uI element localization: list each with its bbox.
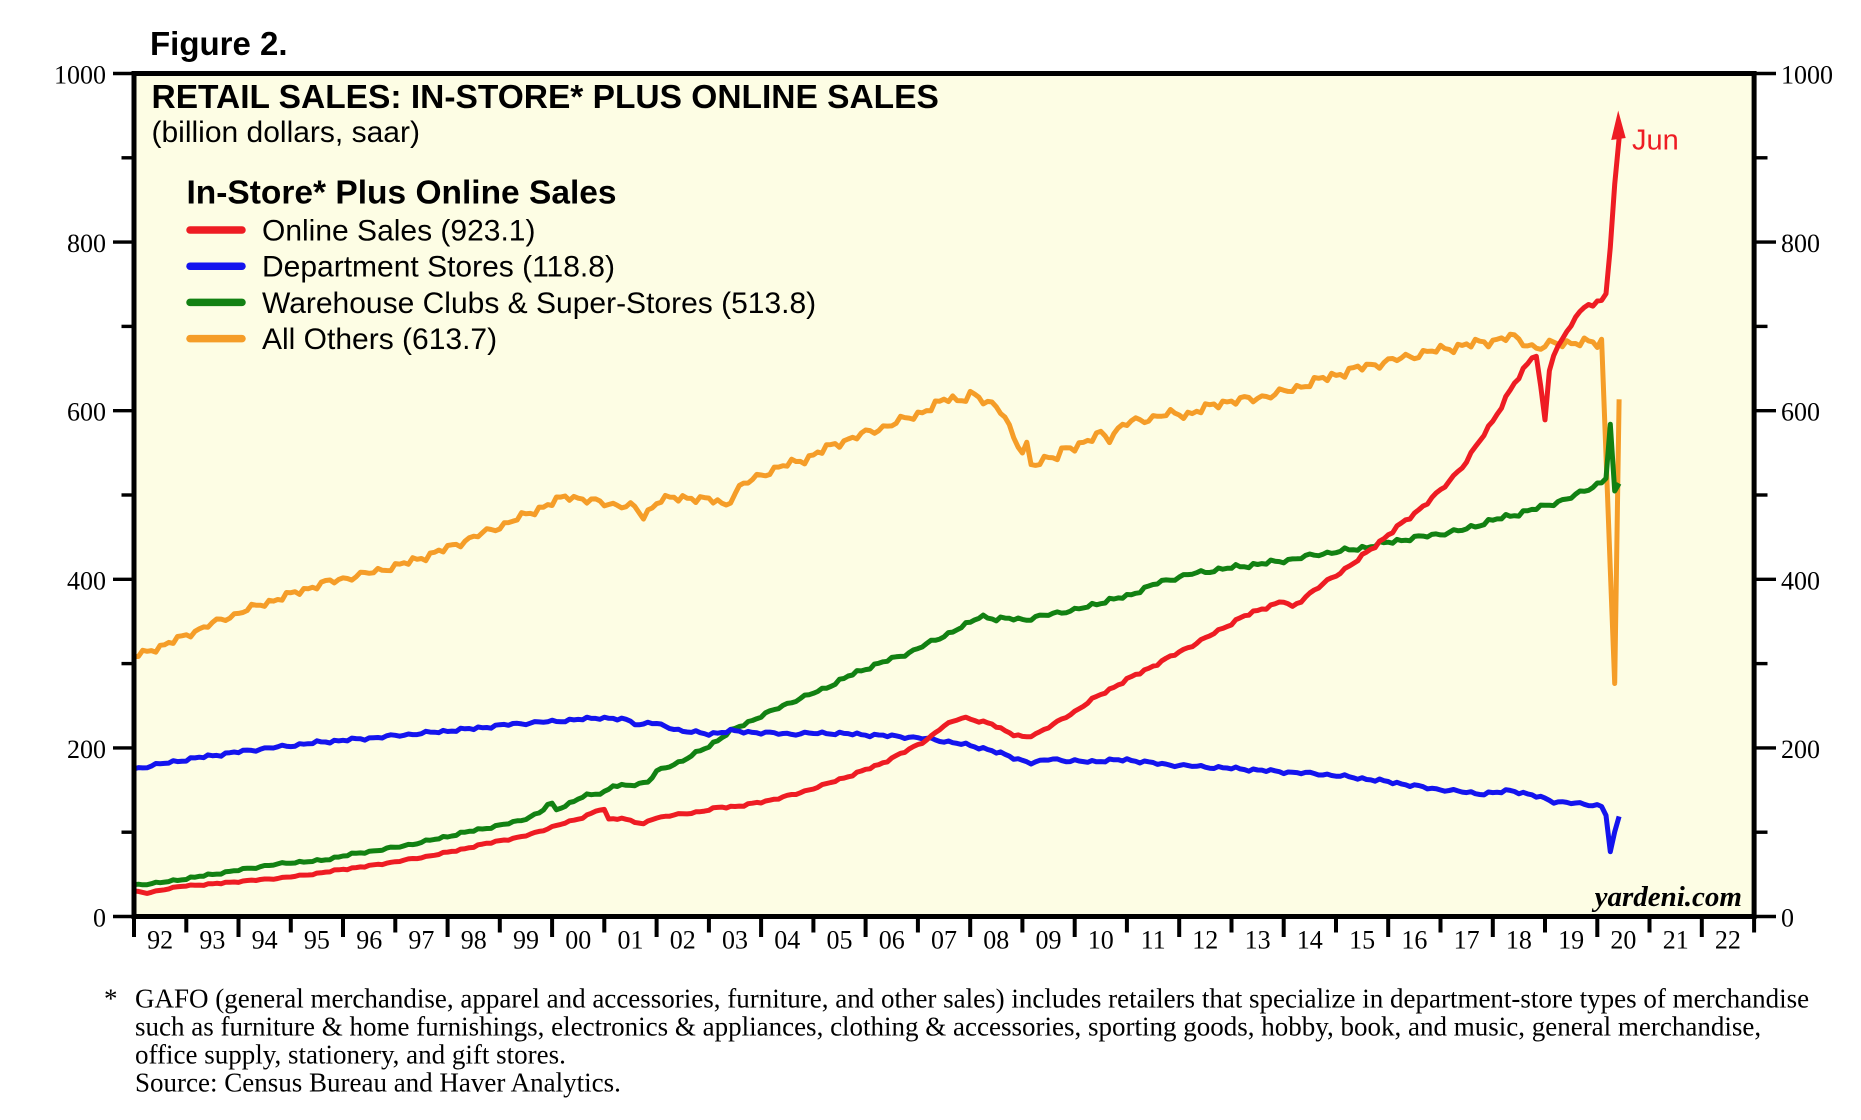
svg-text:99: 99	[513, 926, 539, 955]
svg-text:18: 18	[1506, 926, 1532, 955]
svg-text:All Others (613.7): All Others (613.7)	[262, 323, 497, 356]
svg-text:(billion dollars, saar): (billion dollars, saar)	[152, 116, 420, 149]
svg-text:11: 11	[1141, 926, 1166, 955]
svg-text:13: 13	[1245, 926, 1271, 955]
svg-text:200: 200	[1781, 735, 1820, 764]
svg-text:95: 95	[304, 926, 330, 955]
svg-text:Online Sales (923.1): Online Sales (923.1)	[262, 215, 536, 248]
svg-text:1000: 1000	[1781, 61, 1833, 90]
svg-text:07: 07	[931, 926, 957, 955]
svg-text:21: 21	[1663, 926, 1689, 955]
svg-text:800: 800	[67, 229, 106, 258]
svg-text:office supply, stationery, and: office supply, stationery, and gift stor…	[135, 1039, 566, 1069]
svg-text:1000: 1000	[54, 61, 106, 90]
svg-text:19: 19	[1558, 926, 1584, 955]
svg-text:200: 200	[67, 735, 106, 764]
svg-text:600: 600	[67, 398, 106, 427]
svg-text:*: *	[104, 984, 118, 1014]
svg-text:16: 16	[1401, 926, 1427, 955]
svg-text:400: 400	[67, 566, 106, 595]
svg-text:20: 20	[1610, 926, 1636, 955]
svg-text:RETAIL SALES: IN-STORE* PLUS O: RETAIL SALES: IN-STORE* PLUS ONLINE SALE…	[152, 79, 939, 116]
svg-text:22: 22	[1715, 926, 1741, 955]
svg-text:Department Stores (118.8): Department Stores (118.8)	[262, 251, 615, 284]
svg-text:02: 02	[670, 926, 696, 955]
svg-text:0: 0	[1781, 904, 1794, 933]
svg-text:Source: Census Bureau and Have: Source: Census Bureau and Haver Analytic…	[135, 1067, 621, 1097]
svg-text:05: 05	[827, 926, 853, 955]
svg-text:10: 10	[1088, 926, 1114, 955]
svg-text:In-Store* Plus Online Sales: In-Store* Plus Online Sales	[187, 175, 617, 212]
svg-text:yardeni.com: yardeni.com	[1592, 881, 1742, 913]
svg-text:00: 00	[565, 926, 591, 955]
svg-text:such as furniture & home furni: such as furniture & home furnishings, el…	[135, 1011, 1761, 1041]
svg-text:14: 14	[1297, 926, 1323, 955]
svg-text:Jun: Jun	[1632, 125, 1679, 157]
svg-text:0: 0	[93, 904, 106, 933]
svg-text:93: 93	[199, 926, 225, 955]
svg-text:17: 17	[1454, 926, 1480, 955]
svg-text:600: 600	[1781, 398, 1820, 427]
svg-text:01: 01	[618, 926, 644, 955]
svg-text:06: 06	[879, 926, 905, 955]
svg-text:98: 98	[461, 926, 487, 955]
svg-text:GAFO (general merchandise, app: GAFO (general merchandise, apparel and a…	[135, 984, 1809, 1014]
svg-text:12: 12	[1192, 926, 1218, 955]
svg-text:08: 08	[983, 926, 1009, 955]
svg-text:04: 04	[774, 926, 800, 955]
svg-text:800: 800	[1781, 229, 1820, 258]
svg-text:94: 94	[252, 926, 278, 955]
svg-text:96: 96	[356, 926, 382, 955]
svg-text:Warehouse Clubs & Super-Stores: Warehouse Clubs & Super-Stores (513.8)	[262, 287, 816, 320]
svg-text:03: 03	[722, 926, 748, 955]
svg-text:09: 09	[1036, 926, 1062, 955]
svg-text:15: 15	[1349, 926, 1375, 955]
svg-text:97: 97	[408, 926, 434, 955]
svg-text:92: 92	[147, 926, 173, 955]
svg-text:400: 400	[1781, 566, 1820, 595]
svg-text:Figure 2.: Figure 2.	[150, 25, 288, 62]
